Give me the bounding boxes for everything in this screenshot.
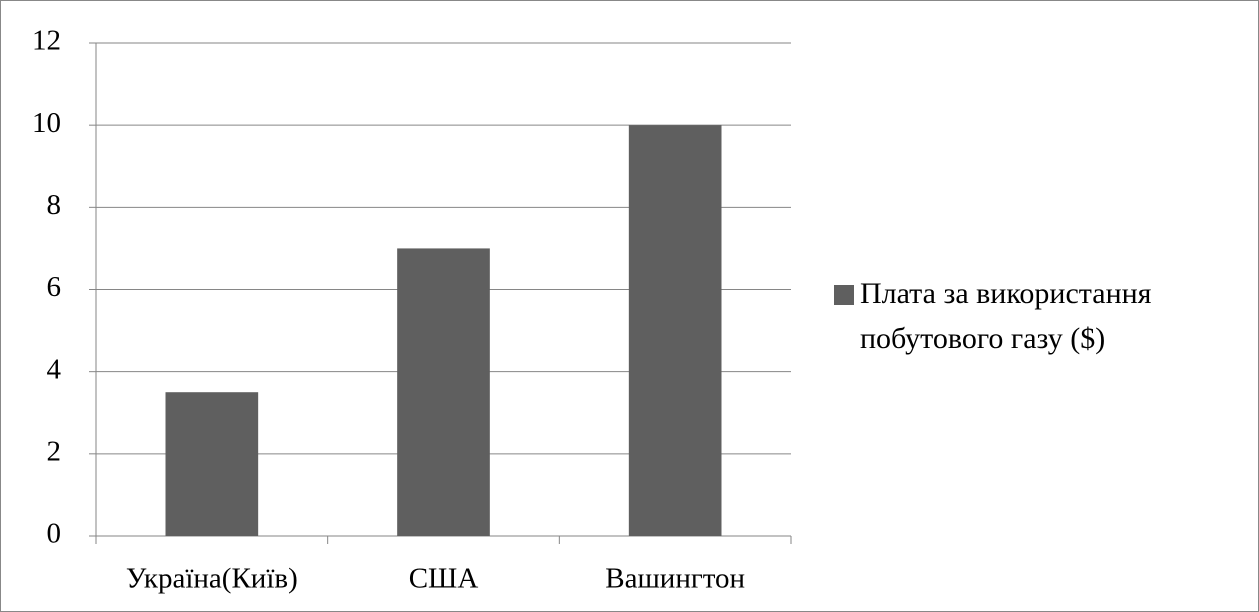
bar xyxy=(628,125,722,537)
y-tick-label: 8 xyxy=(47,189,62,221)
y-tick-label: 2 xyxy=(47,435,62,467)
x-tick-label: Вашингтон xyxy=(605,563,745,595)
legend-swatch xyxy=(834,285,854,305)
y-tick-label: 12 xyxy=(32,25,61,57)
legend-label: Плата за використання побутового газу ($… xyxy=(860,277,1152,355)
x-tick-label: Україна(Київ) xyxy=(126,563,298,595)
y-tick-label: 4 xyxy=(47,353,62,385)
bar xyxy=(397,248,490,536)
y-tick-label: 0 xyxy=(47,518,62,550)
legend: Плата за використання побутового газу ($… xyxy=(834,271,1224,361)
y-tick-label: 6 xyxy=(47,271,62,303)
bar xyxy=(165,392,259,536)
y-tick-label: 10 xyxy=(32,107,61,139)
x-tick-label: США xyxy=(409,563,479,595)
